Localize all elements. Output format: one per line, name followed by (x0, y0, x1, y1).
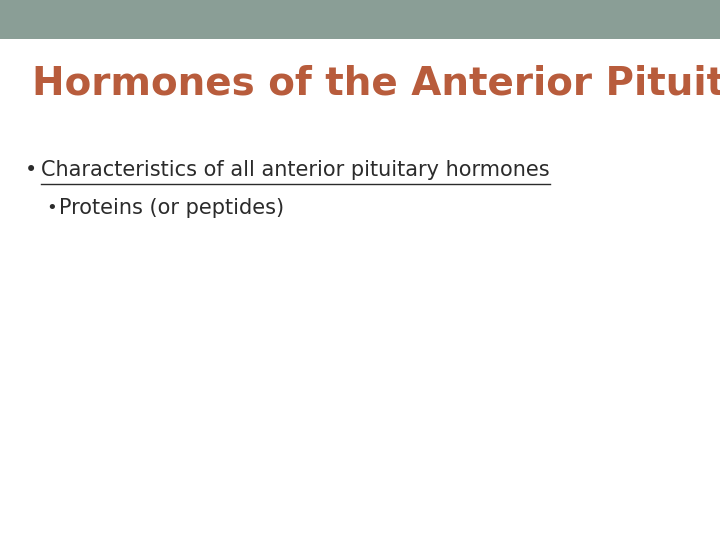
Text: Proteins (or peptides): Proteins (or peptides) (59, 198, 284, 218)
Text: Hormones of the Anterior Pituitary: Hormones of the Anterior Pituitary (32, 65, 720, 103)
Text: Characteristics of all anterior pituitary hormones: Characteristics of all anterior pituitar… (41, 160, 549, 180)
Bar (0, 0, 720, 39)
Text: •: • (46, 199, 57, 217)
Text: •: • (25, 160, 37, 180)
